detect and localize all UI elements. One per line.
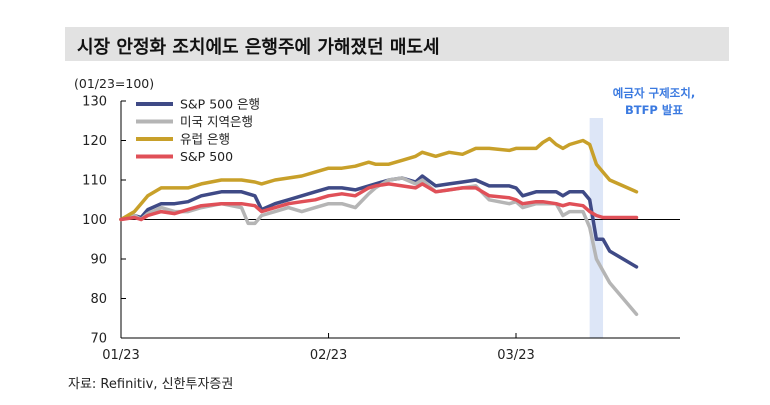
y-tick-label: 110: [82, 174, 107, 189]
y-tick-label: 90: [90, 253, 107, 268]
series-line: [119, 136, 639, 222]
x-tick-label: 03/23: [497, 348, 534, 363]
series-line: [119, 174, 639, 269]
y-tick-label: 120: [82, 134, 107, 149]
y-tick-label: 80: [90, 292, 107, 307]
annotation-band: [589, 118, 604, 338]
annotation-text: BTFP 발표: [625, 103, 683, 117]
y-tick-label: 130: [82, 95, 107, 110]
y-tick-label: 70: [90, 332, 107, 347]
chart-title: 시장 안정화 조치에도 은행주에 가해졌던 매도세: [77, 37, 440, 58]
legend-label: S&P 500 은행: [180, 97, 260, 112]
series-line: [119, 182, 639, 222]
y-tick-label: 100: [82, 213, 107, 228]
legend-label: 유럽 은행: [180, 132, 230, 147]
title-bar: 시장 안정화 조치에도 은행주에 가해졌던 매도세: [65, 27, 729, 61]
annotation-text: 예금자 구제조치,: [613, 86, 695, 100]
legend-label: 미국 지역은행: [180, 114, 253, 129]
x-tick-label: 01/23: [102, 348, 139, 363]
source-note: 자료: Refinitiv, 신한투자증권: [68, 377, 234, 392]
x-tick-label: 02/23: [310, 348, 347, 363]
y-unit-label: (01/23=100): [74, 76, 154, 91]
legend-label: S&P 500: [180, 149, 233, 164]
